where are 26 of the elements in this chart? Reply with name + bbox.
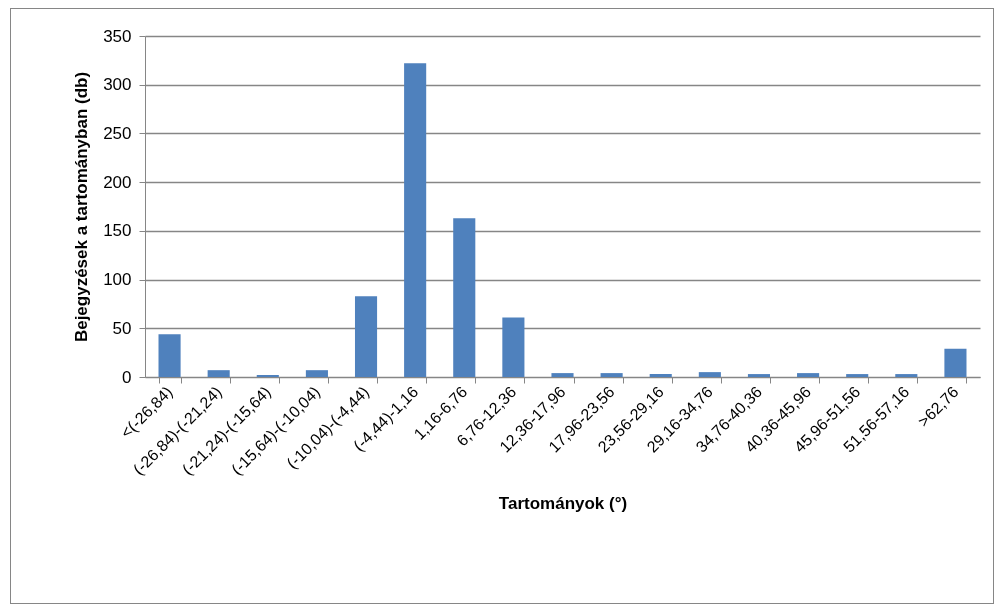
y-axis-title: Bejegyzések a tartományban (db): [72, 71, 92, 343]
bar: [158, 334, 181, 377]
bar: [846, 374, 869, 377]
bar: [404, 63, 427, 377]
y-tick-label: 100: [103, 270, 132, 290]
bar: [354, 296, 378, 377]
bar: [453, 218, 476, 377]
bar: [600, 373, 623, 377]
bar: [698, 372, 721, 377]
bar: [747, 374, 771, 377]
y-tick-label: 50: [112, 318, 132, 338]
y-tick-label: 200: [103, 172, 132, 192]
bar: [649, 374, 672, 377]
bar: [944, 348, 967, 377]
bar: [502, 317, 525, 377]
x-axis-title: Tartományok (°): [498, 494, 628, 514]
y-tick-label: 350: [103, 26, 132, 46]
y-tick-label: 150: [103, 221, 132, 241]
bar: [305, 370, 328, 377]
y-tick-label: 250: [103, 123, 132, 143]
y-tick-label: 300: [103, 75, 132, 95]
y-tick-label: 0: [122, 367, 132, 387]
bar: [207, 370, 230, 377]
bar: [551, 373, 574, 377]
bar: [895, 374, 918, 377]
bar: [797, 373, 820, 377]
